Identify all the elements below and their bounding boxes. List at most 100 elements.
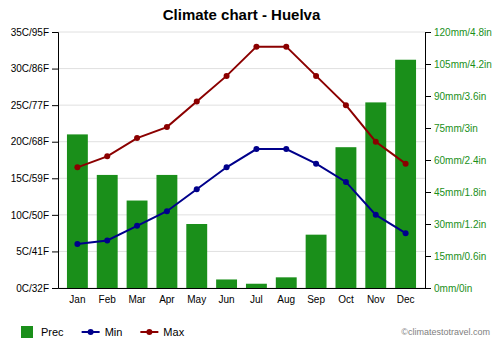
y2-tick-label: 105mm/4.2in bbox=[434, 59, 492, 70]
y-axis: 0C/32F 5C/41F 10C/50F 15C/59F 20C/68F 25C/77F… bbox=[11, 27, 59, 294]
axis-line bbox=[426, 33, 432, 289]
bar-series bbox=[67, 60, 416, 288]
bar bbox=[156, 175, 177, 288]
x-tick-label: Aug bbox=[277, 294, 295, 305]
y-tick-mark bbox=[52, 142, 58, 143]
y-tick-label: 35C/95F bbox=[11, 27, 49, 38]
grid bbox=[58, 32, 425, 288]
y-tick-mark bbox=[52, 69, 58, 70]
y-tick-mark bbox=[52, 288, 58, 289]
legend-label: Max bbox=[163, 326, 184, 338]
marker bbox=[343, 102, 349, 108]
marker bbox=[313, 73, 319, 79]
annotation: ©climatestotravel.com bbox=[401, 327, 490, 337]
marker bbox=[134, 223, 140, 229]
marker bbox=[253, 146, 259, 152]
y2-tick-mark bbox=[425, 64, 431, 65]
x-tick: Aug bbox=[277, 288, 295, 305]
grid-line bbox=[58, 32, 425, 33]
bar bbox=[246, 284, 267, 288]
marker bbox=[194, 186, 200, 192]
y2-tick-label: 90mm/3.6in bbox=[434, 91, 486, 102]
legend-item: Prec bbox=[21, 326, 64, 338]
y2-tick-mark bbox=[425, 288, 431, 289]
x-tick-label: Dec bbox=[397, 294, 415, 305]
y-tick: 15C/59F bbox=[11, 173, 58, 184]
y-tick-label: 25C/77F bbox=[11, 100, 49, 111]
marker bbox=[403, 230, 409, 236]
marker bbox=[373, 139, 379, 145]
line-series bbox=[74, 146, 408, 247]
bar bbox=[186, 224, 207, 288]
plot: JanFebMarAprMayJunJulAugSepOctNovDec0C/3… bbox=[11, 27, 492, 305]
bar bbox=[306, 235, 327, 288]
y-tick: 30C/86F bbox=[11, 63, 58, 74]
y2-tick: 15mm/0.6in bbox=[425, 251, 486, 262]
y-tick-mark bbox=[52, 215, 58, 216]
y2-tick-mark bbox=[425, 192, 431, 193]
marker bbox=[283, 44, 289, 50]
y2-tick-label: 30mm/1.2in bbox=[434, 219, 486, 230]
chart: JanFebMarAprMayJunJulAugSepOctNovDec0C/3… bbox=[0, 0, 500, 350]
y2-tick: 90mm/3.6in bbox=[425, 91, 486, 102]
x-tick-label: Sep bbox=[307, 294, 325, 305]
marker bbox=[224, 73, 230, 79]
legend: Prec Min Max bbox=[21, 326, 185, 338]
y2-tick-mark bbox=[425, 32, 431, 33]
x-tick: Apr bbox=[159, 288, 175, 305]
y2-tick-mark bbox=[425, 256, 431, 257]
y2-tick-label: 45mm/1.8in bbox=[434, 187, 486, 198]
bar bbox=[127, 201, 148, 288]
x-tick: Jul bbox=[250, 288, 263, 305]
y2-tick: 45mm/1.8in bbox=[425, 187, 486, 198]
marker bbox=[343, 179, 349, 185]
marks bbox=[67, 44, 416, 288]
marker bbox=[403, 161, 409, 167]
y-tick-label: 15C/59F bbox=[11, 173, 49, 184]
x-axis: JanFebMarAprMayJunJulAugSepOctNovDec bbox=[59, 288, 426, 305]
y2-tick-mark bbox=[425, 224, 431, 225]
legend-label: Min bbox=[105, 326, 123, 338]
marker bbox=[164, 124, 170, 130]
marker bbox=[74, 241, 80, 247]
y2-tick-label: 60mm/2.4in bbox=[434, 155, 486, 166]
axis-line bbox=[52, 33, 59, 289]
bar bbox=[335, 147, 356, 288]
bar bbox=[276, 277, 297, 288]
x-tick: Jun bbox=[219, 288, 235, 305]
y2-tick-label: 75mm/3in bbox=[434, 123, 478, 134]
y2-tick: 60mm/2.4in bbox=[425, 155, 486, 166]
y2-tick: 30mm/1.2in bbox=[425, 219, 486, 230]
y-tick: 5C/41F bbox=[16, 246, 58, 257]
legend-item: Max bbox=[140, 326, 184, 338]
bar bbox=[365, 102, 386, 288]
legend-marker bbox=[146, 329, 152, 335]
y-tick: 25C/77F bbox=[11, 100, 58, 111]
x-tick: Mar bbox=[128, 288, 146, 305]
x-tick-label: Oct bbox=[338, 294, 354, 305]
y-tick-mark bbox=[52, 32, 58, 33]
line bbox=[77, 47, 405, 168]
y2-tick: 105mm/4.2in bbox=[425, 59, 492, 70]
y2-tick: 120mm/4.8in bbox=[425, 27, 492, 38]
marker bbox=[224, 164, 230, 170]
marker bbox=[313, 161, 319, 167]
y-tick: 20C/68F bbox=[11, 136, 58, 147]
x-tick-label: May bbox=[187, 294, 206, 305]
x-tick: Dec bbox=[397, 288, 415, 305]
y2-tick: 0mm/0in bbox=[425, 283, 472, 294]
x-tick-label: Jun bbox=[219, 294, 235, 305]
y-tick-label: 10C/50F bbox=[11, 210, 49, 221]
legend-item: Min bbox=[82, 326, 123, 338]
line-series bbox=[74, 44, 408, 171]
y-tick: 0C/32F bbox=[16, 283, 58, 294]
marker bbox=[283, 146, 289, 152]
bar bbox=[67, 134, 88, 288]
x-tick-label: Jul bbox=[250, 294, 263, 305]
y2-tick: 75mm/3in bbox=[425, 123, 478, 134]
marker bbox=[74, 164, 80, 170]
y-tick-label: 30C/86F bbox=[11, 63, 49, 74]
axis-line bbox=[59, 288, 426, 289]
y-tick-label: 0C/32F bbox=[16, 283, 49, 294]
legend-marker bbox=[88, 329, 94, 335]
